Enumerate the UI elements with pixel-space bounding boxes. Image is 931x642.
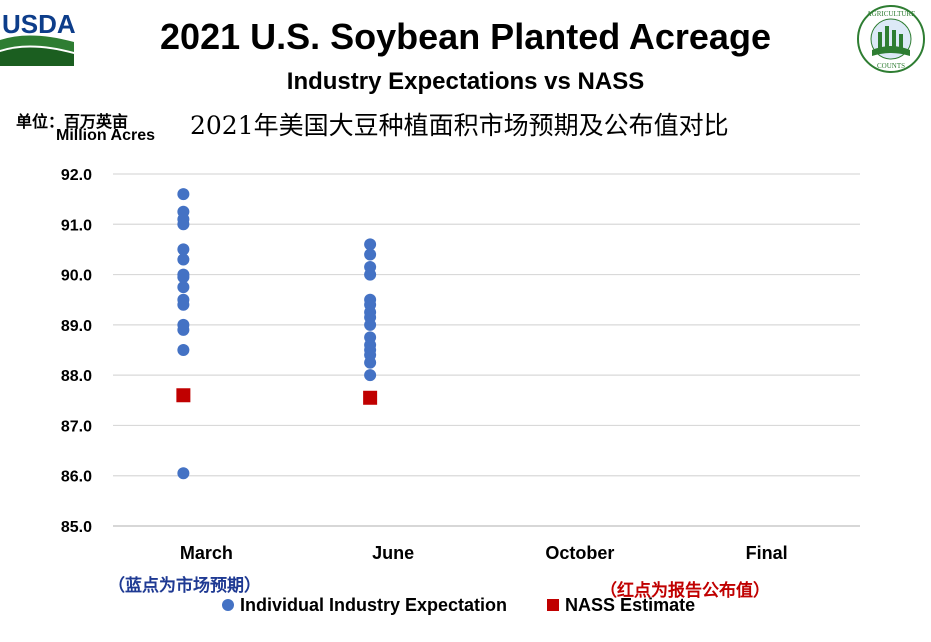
legend-circle-marker (222, 599, 234, 611)
y-tick-label: 85.0 (61, 519, 92, 536)
chinese-title: 2021年美国大豆种植面积市场预期及公布值对比 (190, 111, 729, 140)
x-tick-label: March (180, 543, 233, 563)
nass-estimate-point (363, 390, 378, 405)
legend-item-expectation: Individual Industry Expectation (222, 595, 507, 616)
legend-item-nass: NASS Estimate (517, 595, 695, 616)
expectation-point (364, 318, 377, 331)
y-tick-label: 86.0 (61, 469, 92, 486)
red-dots-note: （红点为报告公布值） (600, 581, 770, 601)
blue-dots-note: （蓝点为市场预期） (108, 576, 261, 596)
seal-text-top: AGRICULTURE (867, 10, 916, 18)
expectation-point (364, 356, 377, 369)
usda-logo: USDA (0, 0, 82, 66)
y-axis-label: Million Acres (56, 127, 155, 144)
legend-label-expectation: Individual Industry Expectation (240, 594, 508, 615)
legend: Individual Industry Expectation NASS Est… (222, 594, 695, 616)
y-tick-label: 91.0 (61, 217, 92, 234)
y-tick-label: 90.0 (61, 268, 92, 285)
legend-label-nass: NASS Estimate (565, 594, 696, 615)
expectation-point (177, 188, 190, 201)
expectation-point (177, 243, 190, 256)
agriculture-counts-seal: AGRICULTURE COUNTS (857, 5, 925, 73)
chart-title: 2021 U.S. Soybean Planted Acreage (160, 16, 771, 57)
chart-subtitle: Industry Expectations vs NASS (286, 68, 645, 95)
y-tick-labels: 85.0 86.0 87.0 88.0 89.0 90.0 91.0 92.0 (61, 167, 92, 536)
x-tick-labels: March June October Final (180, 543, 788, 563)
grid-lines (113, 173, 860, 527)
unit-label: 单位：百万英亩 (16, 112, 129, 131)
x-tick-label: June (372, 543, 414, 563)
expectation-point (177, 467, 190, 480)
x-tick-label: October (545, 543, 614, 563)
expectation-point (364, 369, 377, 382)
y-tick-label: 88.0 (61, 368, 92, 385)
data-points (176, 188, 378, 480)
y-tick-label: 92.0 (61, 167, 92, 184)
expectation-point (177, 323, 190, 336)
expectation-point (177, 253, 190, 266)
y-tick-label: 89.0 (61, 318, 92, 335)
expectation-point (364, 238, 377, 251)
legend-square-marker (547, 599, 560, 611)
seal-text-bottom: COUNTS (877, 62, 905, 70)
expectation-point (177, 298, 190, 311)
expectation-point (177, 271, 190, 284)
expectation-point (177, 281, 190, 294)
expectation-point (364, 268, 377, 281)
expectation-point (177, 218, 190, 231)
usda-logo-text: USDA (2, 9, 76, 39)
x-tick-label: Final (746, 543, 788, 563)
nass-estimate-point (176, 388, 191, 403)
expectation-point (364, 248, 377, 261)
expectation-point (177, 344, 190, 356)
y-tick-label: 87.0 (61, 418, 92, 435)
